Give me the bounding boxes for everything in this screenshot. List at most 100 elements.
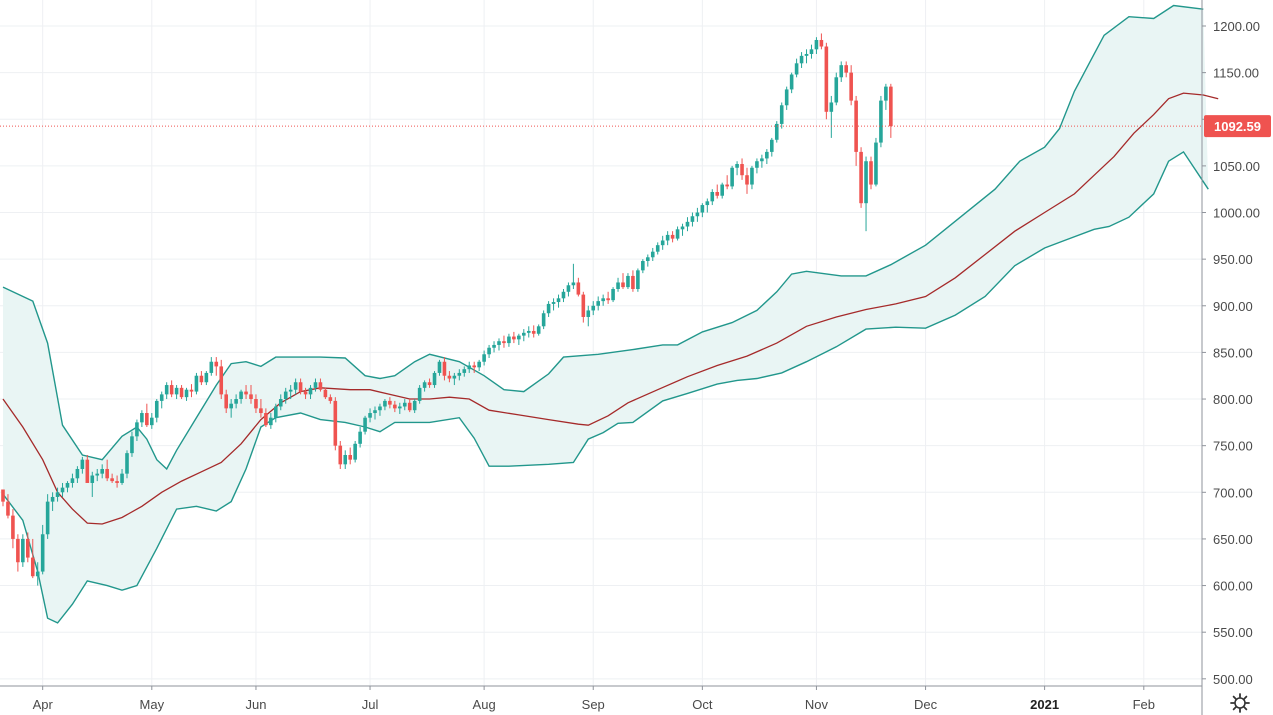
candle	[720, 182, 724, 199]
candle	[16, 534, 20, 572]
candle	[819, 33, 824, 50]
x-tick-label: Apr	[33, 697, 54, 712]
candle-body	[283, 391, 288, 400]
candle	[447, 371, 452, 383]
candle-body	[636, 270, 640, 289]
candle	[854, 95, 858, 166]
candle	[100, 464, 104, 479]
candle	[60, 482, 65, 497]
candle	[670, 231, 675, 243]
candle-body	[765, 151, 769, 159]
candle	[879, 95, 883, 148]
x-axis-ticks: Apr May Jun Jul Aug Sep Oct Nov Dec 2021 Feb	[33, 686, 1155, 712]
candle-body	[70, 478, 75, 483]
candle-body	[725, 184, 729, 187]
candle	[779, 102, 784, 129]
candle	[383, 399, 387, 411]
candle-body	[264, 413, 268, 426]
candle	[740, 158, 744, 180]
candle-body	[353, 443, 357, 460]
candle	[169, 380, 174, 398]
candle-body	[794, 63, 799, 75]
candle	[824, 42, 829, 120]
candle	[278, 394, 283, 411]
candle	[621, 273, 625, 289]
candle	[710, 189, 715, 206]
candle-body	[313, 382, 318, 388]
candle	[358, 427, 362, 448]
candle	[596, 296, 600, 311]
candle-body	[85, 459, 90, 483]
candle	[660, 235, 665, 250]
candle	[224, 389, 228, 414]
candle-body	[750, 167, 754, 185]
candle-body	[700, 205, 705, 213]
candle	[407, 399, 412, 413]
candle-body	[432, 372, 437, 386]
candle-body	[407, 402, 412, 411]
candle-body	[75, 468, 80, 479]
y-tick-label: 700.00	[1213, 485, 1253, 500]
candle	[393, 400, 397, 413]
candle-body	[616, 282, 620, 289]
x-tick-label: Oct	[692, 697, 713, 712]
candle-body	[884, 86, 888, 101]
candle-body	[135, 422, 139, 437]
candle	[164, 382, 169, 400]
candle-body	[11, 515, 15, 539]
candle-body	[789, 74, 794, 90]
y-tick-label: 900.00	[1213, 299, 1253, 314]
candle	[512, 331, 516, 344]
candle-body	[249, 394, 253, 400]
candle-body	[745, 175, 749, 185]
candle	[546, 301, 551, 317]
candle-body	[45, 501, 50, 535]
candle-body	[1, 489, 5, 502]
candle-body	[437, 361, 442, 373]
candle-body	[184, 389, 189, 398]
candle-body	[650, 251, 655, 258]
candle-body	[343, 454, 348, 465]
settings-gear-icon[interactable]	[1230, 693, 1250, 713]
candle-body	[844, 65, 848, 73]
candle	[154, 399, 159, 423]
candle-body	[710, 192, 715, 202]
candle	[283, 387, 288, 404]
x-tick-label: Nov	[805, 697, 829, 712]
candle	[690, 212, 695, 227]
candle	[705, 198, 710, 213]
candle	[774, 121, 779, 143]
candle-body	[834, 77, 839, 103]
x-tick-label: 2021	[1030, 697, 1059, 712]
candle	[482, 350, 486, 366]
candle-body	[551, 302, 556, 304]
candle-body	[398, 406, 402, 409]
candle	[11, 509, 15, 549]
candle-body	[621, 282, 625, 288]
candle	[293, 378, 298, 395]
candle-body	[512, 336, 516, 340]
candle	[859, 147, 863, 208]
candle-body	[333, 400, 338, 446]
upper-band-line	[2, 4, 1204, 471]
candle	[561, 288, 566, 303]
candle	[298, 378, 303, 395]
candle	[522, 329, 526, 342]
candle-body	[462, 369, 467, 373]
candle	[274, 403, 278, 423]
candle-body	[348, 454, 352, 460]
candle	[313, 378, 318, 392]
x-tick-label: Jun	[245, 697, 266, 712]
candle	[586, 305, 591, 327]
candle	[239, 389, 243, 404]
candle	[437, 359, 442, 376]
candle-body	[40, 534, 45, 572]
candle-body	[100, 468, 104, 474]
candle-body	[358, 431, 362, 444]
candle-body	[869, 161, 873, 185]
candle-body	[591, 305, 596, 311]
candle-body	[770, 139, 774, 152]
candle	[591, 301, 596, 316]
candle-body	[105, 468, 109, 479]
